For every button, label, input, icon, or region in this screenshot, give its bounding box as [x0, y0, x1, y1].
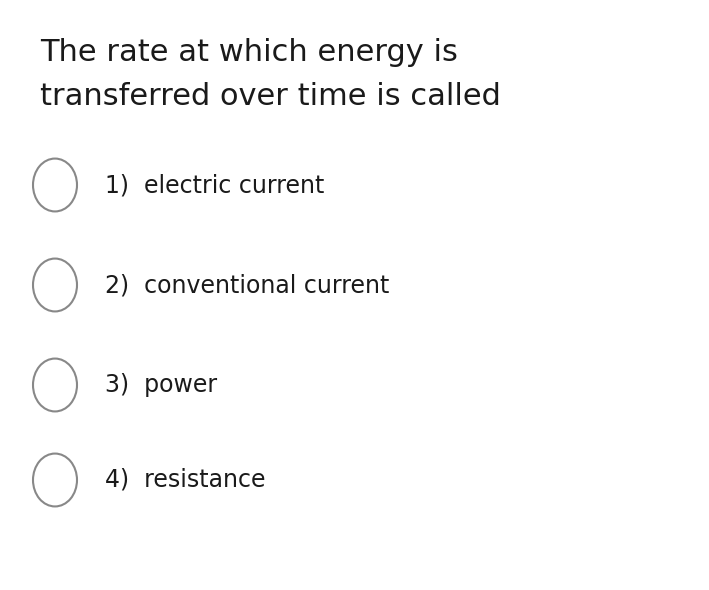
Text: The rate at which energy is: The rate at which energy is	[40, 38, 458, 67]
Text: transferred over time is called: transferred over time is called	[40, 82, 501, 111]
Text: 1)  electric current: 1) electric current	[105, 173, 325, 197]
Text: 4)  resistance: 4) resistance	[105, 468, 265, 492]
Text: 3)  power: 3) power	[105, 373, 217, 397]
Text: 2)  conventional current: 2) conventional current	[105, 273, 389, 297]
